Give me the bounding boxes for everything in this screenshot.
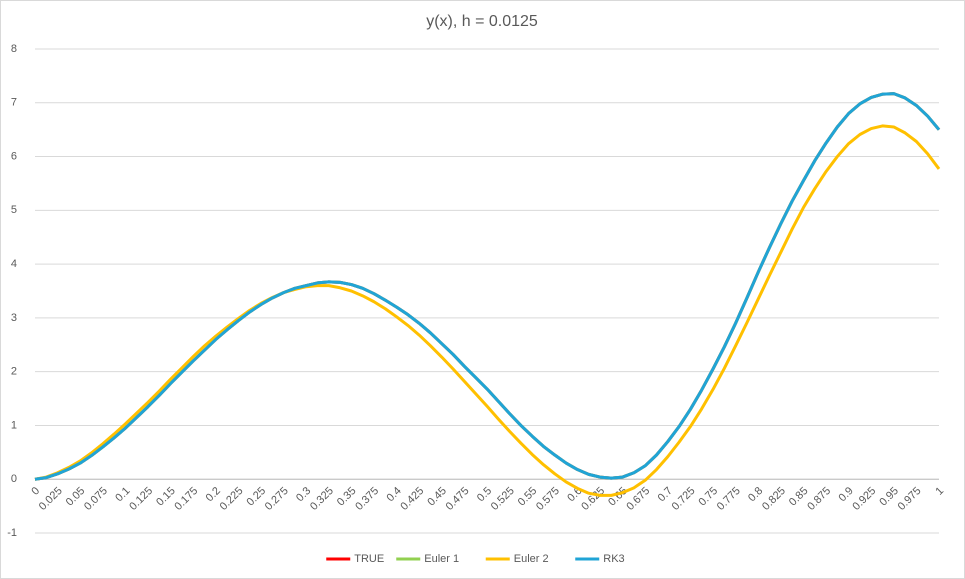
y-tick-label: -1	[7, 527, 17, 539]
legend-label: Euler 2	[514, 553, 549, 565]
series-line	[34, 124, 941, 497]
y-tick-label: 2	[11, 366, 17, 378]
y-tick-label: 1	[11, 419, 17, 431]
y-tick-label: 4	[11, 258, 17, 270]
y-tick-label: 6	[11, 150, 17, 162]
y-tick-label: 5	[11, 204, 17, 216]
y-tick-label: 8	[11, 43, 17, 55]
y-tick-label: 7	[11, 97, 17, 109]
y-tick-label: 0	[11, 473, 17, 485]
series-line	[34, 92, 941, 481]
chart-title: y(x), h = 0.0125	[426, 13, 538, 30]
y-tick-label: 3	[11, 312, 17, 324]
legend-label: RK3	[603, 553, 624, 565]
legend-label: Euler 1	[424, 553, 459, 565]
legend-label: TRUE	[354, 553, 384, 565]
